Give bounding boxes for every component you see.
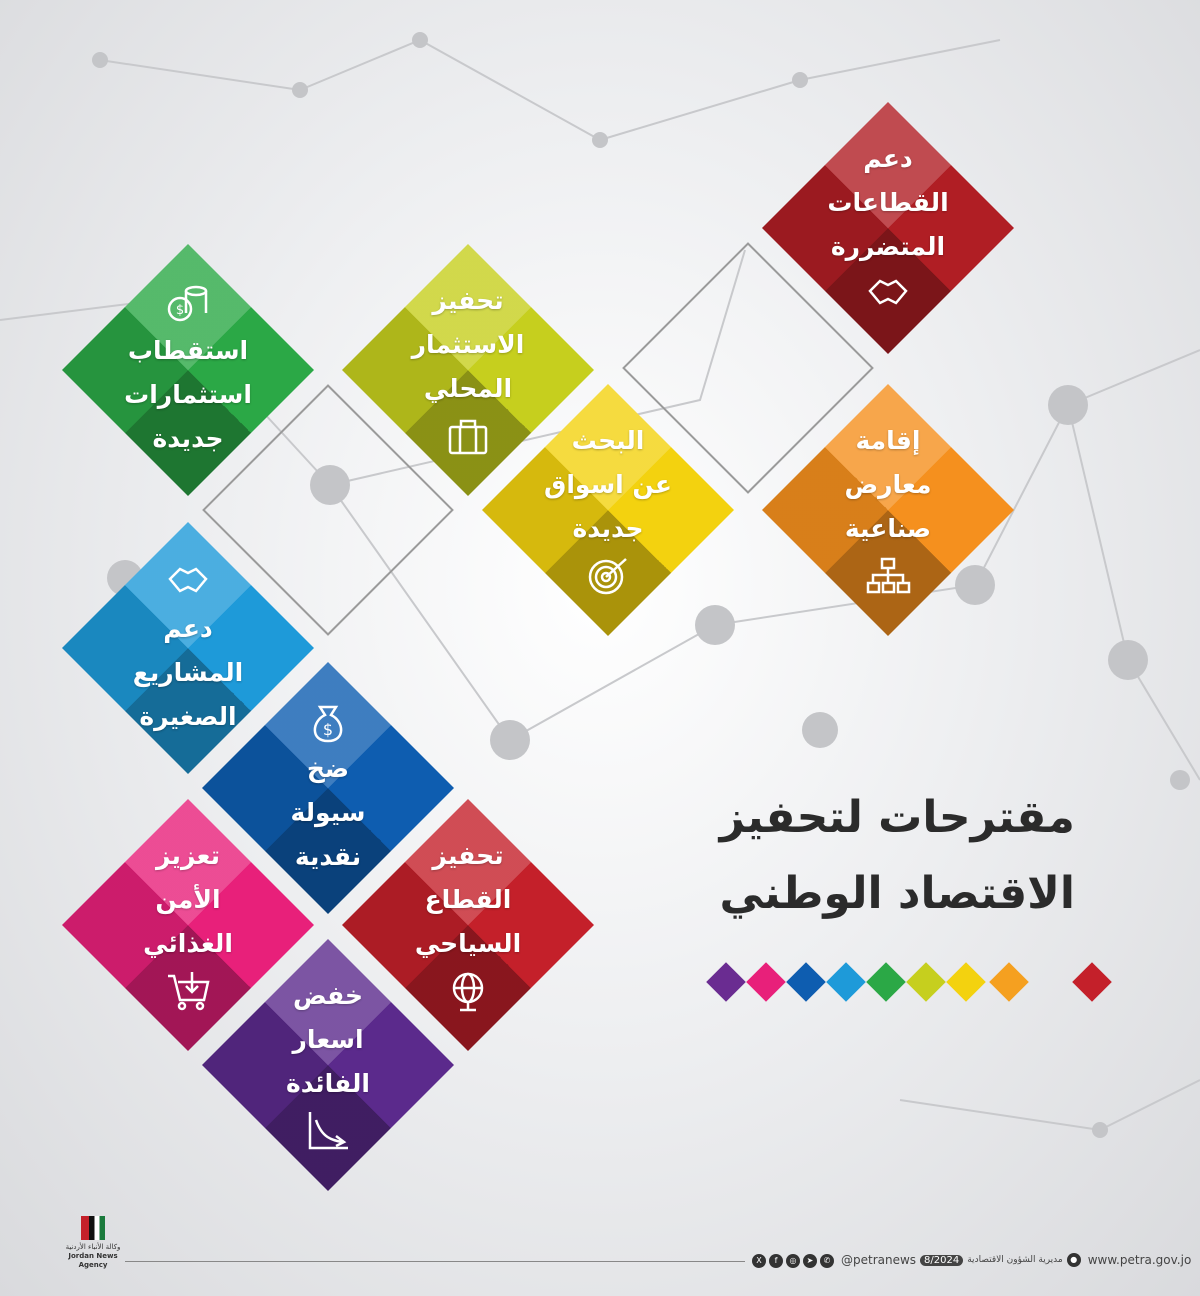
briefcase-icon [448,419,488,455]
suggestion-line: جديدة [572,514,644,543]
suggestion-text: استقطاب استثمارات جديدة [124,329,252,461]
suggestion-line: نقدية [294,842,362,871]
suggestion-line: معارض [844,470,932,499]
down-trend-icon [308,1112,348,1150]
title-line-1: مقترحات لتحفيز [719,792,1075,843]
instagram-icon[interactable]: ◎ [786,1254,800,1268]
suggestion-line: تعزيز [156,841,220,870]
page-title: مقترحات لتحفيز الاقتصاد الوطني [719,780,1075,932]
handshake-icon [868,279,908,305]
suggestion-line: الصغيرة [139,702,237,731]
suggestion-line: استقطاب [127,336,249,365]
suggestion-line: تحفيز [432,286,504,315]
suggestion-text: ضخ سيولة نقدية [291,747,366,879]
suggestion-text: تحفيز الاستثمار المحلي [412,279,525,411]
suggestion-line: تحفيز [432,841,504,870]
svg-text:$: $ [176,303,184,318]
whatsapp-icon[interactable]: ✆ [820,1254,834,1268]
website-link[interactable]: www.petra.gov.jo [1087,1253,1192,1267]
title-line-2: الاقتصاد الوطني [719,868,1075,919]
suggestion-line: إقامة [855,426,921,455]
x-icon[interactable]: X [752,1254,766,1268]
svg-text:$: $ [323,720,333,739]
suggestion-line: الفائدة [286,1069,370,1098]
suggestion-line: السياحي [414,929,522,958]
target-icon [588,558,627,595]
suggestion-line: دعم [163,614,213,643]
suggestion-line: عن اسواق [543,470,673,499]
suggestion-line: المشاريع [132,658,244,687]
suggestion-line: القطاع [424,885,512,914]
suggestion-line: الغذائي [143,929,233,958]
agency-logo: وكالة الأنباء الأردنية Jordan News Agenc… [58,1216,128,1270]
suggestion-text: تحفيز القطاع السياحي [415,834,521,966]
suggestion-line: ضخ [306,754,350,783]
facebook-icon[interactable]: f [769,1254,783,1268]
suggestion-line: المحلي [423,374,513,403]
footer-divider [125,1261,745,1262]
handshake-icon [168,567,208,593]
suggestion-line: اسعار [292,1025,364,1054]
telegram-icon[interactable]: ➤ [803,1254,817,1268]
department-label: مديرية الشؤون الاقتصادية [967,1255,1063,1265]
globe-icon: ● [1066,1253,1081,1267]
coins-icon: $ [167,285,208,322]
suggestion-text: دعم المشاريع الصغيرة [133,607,243,739]
globe-icon [452,972,484,1012]
suggestion-text: خفض اسعار الفائدة [286,974,370,1106]
suggestion-text: إقامة معارض صناعية [845,419,932,551]
suggestion-line: دعم [863,144,913,173]
cart-icon [168,972,210,1011]
money-bag-icon: $ [313,705,343,743]
suggestion-line: سيولة [290,798,366,827]
suggestion-line: استثمارات [124,380,252,409]
suggestion-line: الاستثمار [411,330,525,359]
suggestion-line: المتضررة [830,232,946,261]
suggestion-line: صناعية [844,514,932,543]
social-handle[interactable]: @petranews [841,1253,917,1267]
date-badge: 8/2024 [920,1254,964,1266]
suggestion-line: القطاعات [827,188,949,217]
suggestion-line: جديدة [152,424,224,453]
org-chart-icon [866,557,911,594]
suggestion-line: البحث [571,426,645,455]
suggestion-text: دعم القطاعات المتضررة [827,137,948,269]
agency-name-ar: وكالة الأنباء الأردنية [65,1243,121,1251]
suggestion-line: الأمن [155,885,221,914]
agency-name-en: Jordan News Agency [68,1252,118,1269]
suggestion-text: تعزيز الأمن الغذائي [143,834,233,966]
suggestion-line: خفض [292,981,364,1010]
suggestion-text: البحث عن اسواق جديدة [544,419,672,551]
